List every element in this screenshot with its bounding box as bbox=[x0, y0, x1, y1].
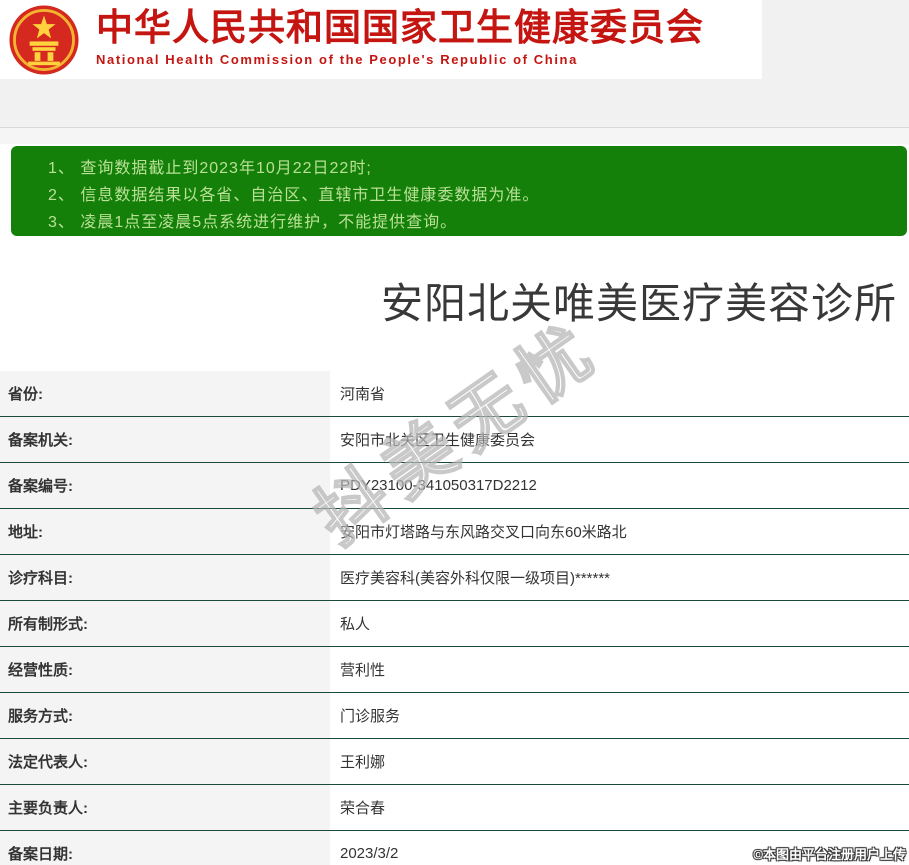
row-value: 私人 bbox=[330, 601, 909, 646]
notice-line-1: 1、 查询数据截止到2023年10月22日22时; bbox=[48, 160, 372, 177]
row-value: 门诊服务 bbox=[330, 693, 909, 738]
row-value: 医疗美容科(美容外科仅限一级项目)****** bbox=[330, 555, 909, 600]
row-label: 经营性质: bbox=[0, 647, 330, 692]
row-value: 2023/3/2 bbox=[330, 831, 909, 865]
row-value: PDY23100-341050317D2212 bbox=[330, 463, 909, 508]
row-label: 备案编号: bbox=[0, 463, 330, 508]
sub-gray-strip bbox=[0, 128, 909, 144]
row-value: 王利娜 bbox=[330, 739, 909, 784]
clinic-name-title: 安阳北关唯美医疗美容诊所 bbox=[380, 280, 897, 327]
header-text-block: 中华人民共和国国家卫生健康委员会 National Health Commiss… bbox=[96, 7, 756, 67]
row-value: 荣合春 bbox=[330, 785, 909, 830]
table-row-service-mode: 服务方式: 门诊服务 bbox=[0, 693, 909, 739]
row-value: 安阳市灯塔路与东风路交叉口向东60米路北 bbox=[330, 509, 909, 554]
row-value: 营利性 bbox=[330, 647, 909, 692]
site-header: 中华人民共和国国家卫生健康委员会 National Health Commiss… bbox=[0, 0, 762, 79]
table-row-business-nature: 经营性质: 营利性 bbox=[0, 647, 909, 693]
row-label: 备案机关: bbox=[0, 417, 330, 462]
table-row-address: 地址: 安阳市灯塔路与东风路交叉口向东60米路北 bbox=[0, 509, 909, 555]
table-row-ownership-form: 所有制形式: 私人 bbox=[0, 601, 909, 647]
row-label: 诊疗科目: bbox=[0, 555, 330, 600]
row-label: 地址: bbox=[0, 509, 330, 554]
table-row-main-person-in-charge: 主要负责人: 荣合春 bbox=[0, 785, 909, 831]
table-row-legal-representative: 法定代表人: 王利娜 bbox=[0, 739, 909, 785]
row-label: 省份: bbox=[0, 371, 330, 416]
national-emblem-icon bbox=[9, 5, 79, 75]
row-value: 安阳市北关区卫生健康委员会 bbox=[330, 417, 909, 462]
table-row-treatment-subjects: 诊疗科目: 医疗美容科(美容外科仅限一级项目)****** bbox=[0, 555, 909, 601]
notice-box: 1、 查询数据截止到2023年10月22日22时; 2、 信息数据结果以各省、自… bbox=[11, 146, 907, 236]
table-row-filing-date: 备案日期: 2023/3/2 bbox=[0, 831, 909, 865]
table-row-filing-number: 备案编号: PDY23100-341050317D2212 bbox=[0, 463, 909, 509]
table-row-filing-authority: 备案机关: 安阳市北关区卫生健康委员会 bbox=[0, 417, 909, 463]
row-label: 主要负责人: bbox=[0, 785, 330, 830]
notice-line-3: 3、 凌晨1点至凌晨5点系统进行维护，不能提供查询。 bbox=[48, 214, 458, 231]
row-label: 服务方式: bbox=[0, 693, 330, 738]
upload-credit-badge: ©本图由平台注册用户上传 bbox=[753, 847, 906, 862]
row-label: 备案日期: bbox=[0, 831, 330, 865]
site-title-english: National Health Commission of the People… bbox=[96, 52, 578, 67]
row-value: 河南省 bbox=[330, 371, 909, 416]
record-table: 省份: 河南省 备案机关: 安阳市北关区卫生健康委员会 备案编号: PDY231… bbox=[0, 371, 909, 865]
site-title-chinese: 中华人民共和国国家卫生健康委员会 bbox=[96, 7, 704, 48]
table-row-province: 省份: 河南省 bbox=[0, 371, 909, 417]
row-label: 所有制形式: bbox=[0, 601, 330, 646]
row-label: 法定代表人: bbox=[0, 739, 330, 784]
notice-line-2: 2、 信息数据结果以各省、自治区、直辖市卫生健康委数据为准。 bbox=[48, 187, 540, 204]
